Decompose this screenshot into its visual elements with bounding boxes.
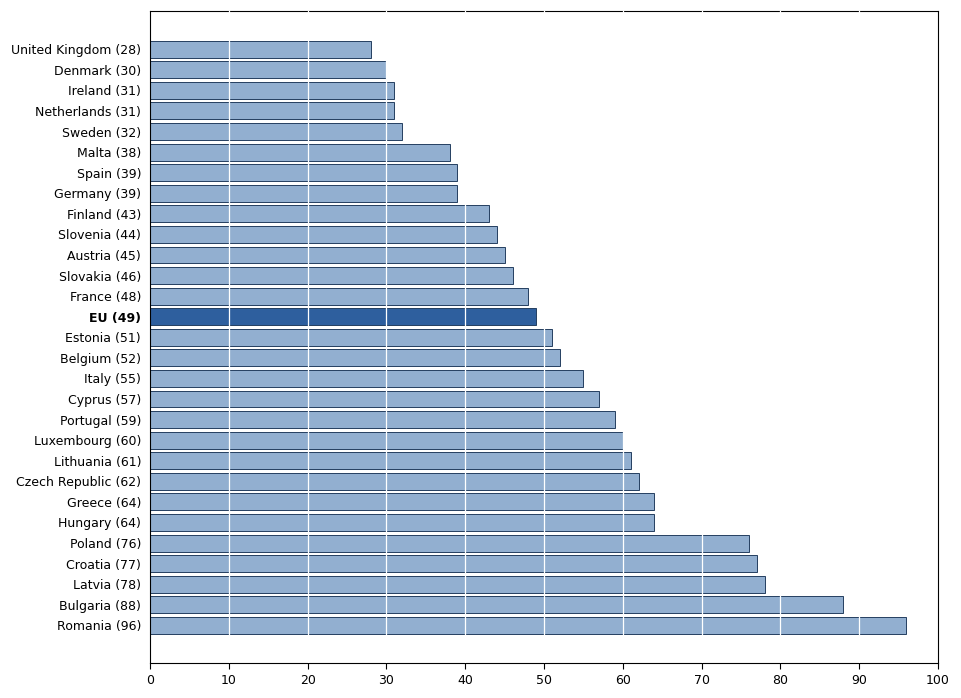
Bar — [150, 144, 450, 161]
Bar — [150, 123, 403, 140]
Bar — [150, 226, 497, 243]
Bar — [150, 40, 371, 58]
Bar — [150, 329, 552, 346]
Bar — [150, 617, 906, 634]
Bar — [150, 267, 512, 284]
Bar — [150, 576, 765, 593]
Bar — [150, 535, 749, 551]
Bar — [150, 514, 654, 531]
Bar — [150, 473, 638, 490]
Bar — [150, 309, 536, 325]
Bar — [150, 288, 529, 304]
Bar — [150, 205, 489, 222]
Bar — [150, 452, 630, 469]
Bar — [150, 411, 615, 428]
Bar — [150, 164, 457, 181]
Bar — [150, 391, 600, 408]
Bar — [150, 82, 394, 99]
Bar — [150, 61, 386, 78]
Bar — [150, 103, 394, 119]
Bar — [150, 555, 756, 572]
Bar — [150, 596, 844, 614]
Bar — [150, 246, 505, 263]
Bar — [150, 493, 654, 510]
Bar — [150, 185, 457, 202]
Bar — [150, 350, 560, 366]
Bar — [150, 370, 583, 387]
Bar — [150, 432, 623, 449]
